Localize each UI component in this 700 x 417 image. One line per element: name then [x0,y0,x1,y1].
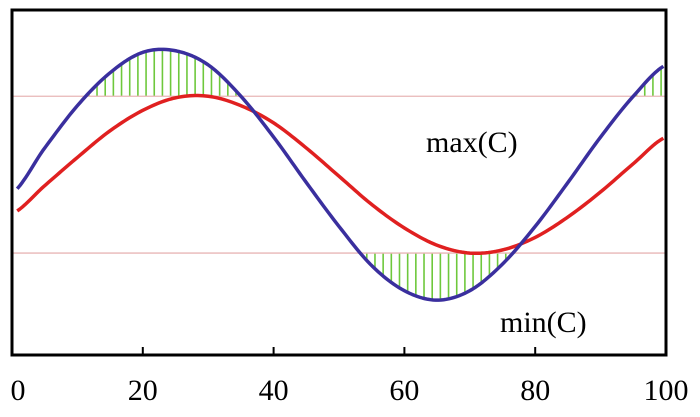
reference-lines [12,95,666,254]
red-series-line [16,93,665,256]
x-tick-label: 0 [11,374,26,407]
x-axis-ticks: 0 20 40 60 80 100 [11,347,689,407]
annotation-max-c: max(C) [426,126,518,159]
annotation-min-c: min(C) [500,306,587,339]
blue-series-line [15,47,665,302]
series-group [15,47,665,302]
x-tick-label: 80 [520,374,550,407]
x-tick-label: 100 [644,374,689,407]
x-tick-label: 20 [128,374,158,407]
plot-frame [10,8,668,357]
x-tick-label: 40 [259,374,289,407]
x-tick-label: 60 [389,374,419,407]
